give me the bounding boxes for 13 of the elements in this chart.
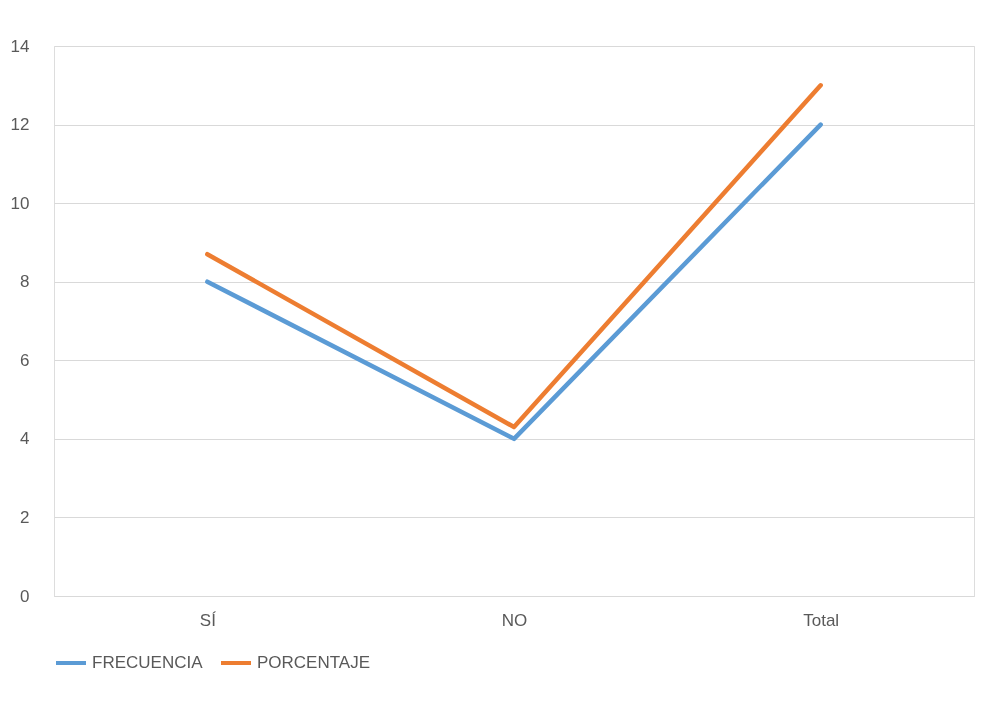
y-tick-label: 10 — [10, 193, 30, 213]
y-tick-label: 4 — [20, 429, 30, 449]
y-tick-label: 12 — [10, 115, 30, 135]
y-tick-label: 8 — [20, 272, 30, 292]
legend-label: PORCENTAJE — [257, 653, 371, 672]
legend-label: FRECUENCIA — [92, 653, 204, 672]
y-tick-label: 14 — [10, 36, 30, 56]
x-tick-label: SÍ — [199, 610, 217, 630]
y-tick-label: 2 — [20, 507, 30, 527]
y-tick-label: 0 — [20, 586, 30, 606]
x-tick-label: Total — [803, 610, 840, 630]
x-tick-label: NO — [501, 610, 528, 630]
y-tick-label: 6 — [20, 350, 30, 370]
